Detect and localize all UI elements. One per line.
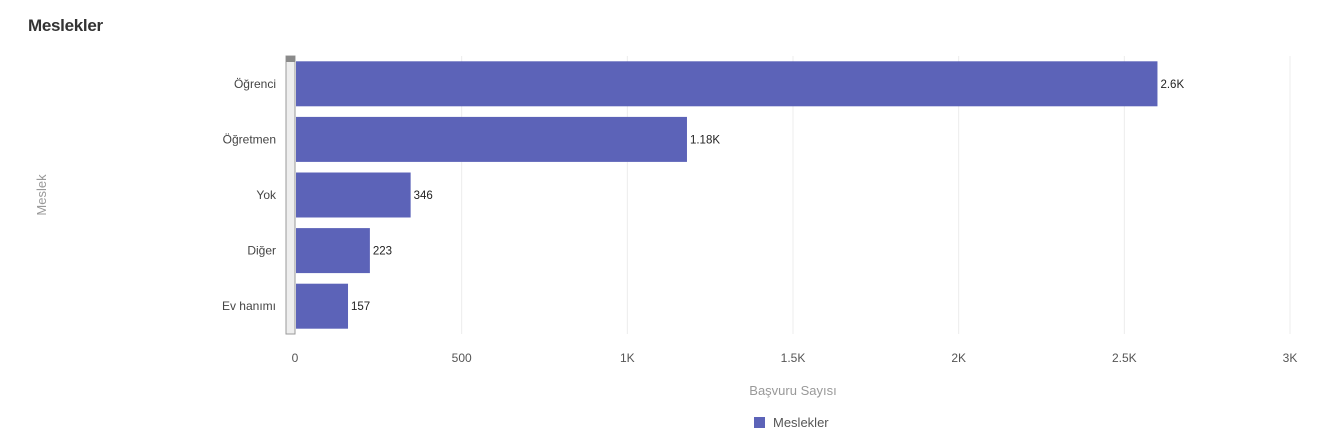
y-category-label: Öğrenci	[234, 77, 276, 91]
bar[interactable]	[296, 228, 370, 274]
y-category-label: Ev hanımı	[222, 299, 276, 313]
x-axis-title: Başvuru Sayısı	[749, 383, 836, 398]
scrollbar-thumb[interactable]	[286, 56, 295, 62]
legend[interactable]: Meslekler	[754, 415, 829, 430]
x-tick-label: 2.5K	[1112, 351, 1137, 365]
y-category-label: Yok	[256, 188, 277, 202]
scrollbar-track[interactable]	[285, 55, 296, 335]
bars-layer	[296, 61, 1158, 329]
bar[interactable]	[296, 172, 411, 218]
chart-title: Meslekler	[28, 16, 103, 35]
x-tick-label: 1K	[620, 351, 635, 365]
bar-value-label: 157	[351, 301, 370, 313]
x-tick-label: 1.5K	[781, 351, 806, 365]
bar[interactable]	[296, 116, 687, 162]
x-tick-label: 500	[452, 351, 472, 365]
x-tick-label: 2K	[951, 351, 966, 365]
legend-label: Meslekler	[773, 415, 829, 430]
y-axis-title: Meslek	[34, 174, 49, 216]
bar-value-label: 1.18K	[690, 134, 720, 146]
x-tick-label: 3K	[1283, 351, 1298, 365]
bar-value-label: 223	[373, 246, 392, 258]
grid-layer	[461, 56, 1291, 334]
labels-layer: 0 500 1K 1.5K 2K 2.5K 3K Öğrenci 2.6K Öğretmen 1.1…	[222, 77, 1297, 365]
legend-swatch	[754, 417, 765, 428]
y-category-label: Diğer	[247, 244, 276, 258]
y-category-label: Öğretmen	[223, 132, 276, 146]
bar-value-label: 346	[414, 190, 433, 202]
bar-value-label: 2.6K	[1160, 79, 1184, 91]
bar[interactable]	[296, 283, 349, 329]
bar[interactable]	[296, 61, 1158, 107]
x-tick-label: 0	[292, 351, 299, 365]
